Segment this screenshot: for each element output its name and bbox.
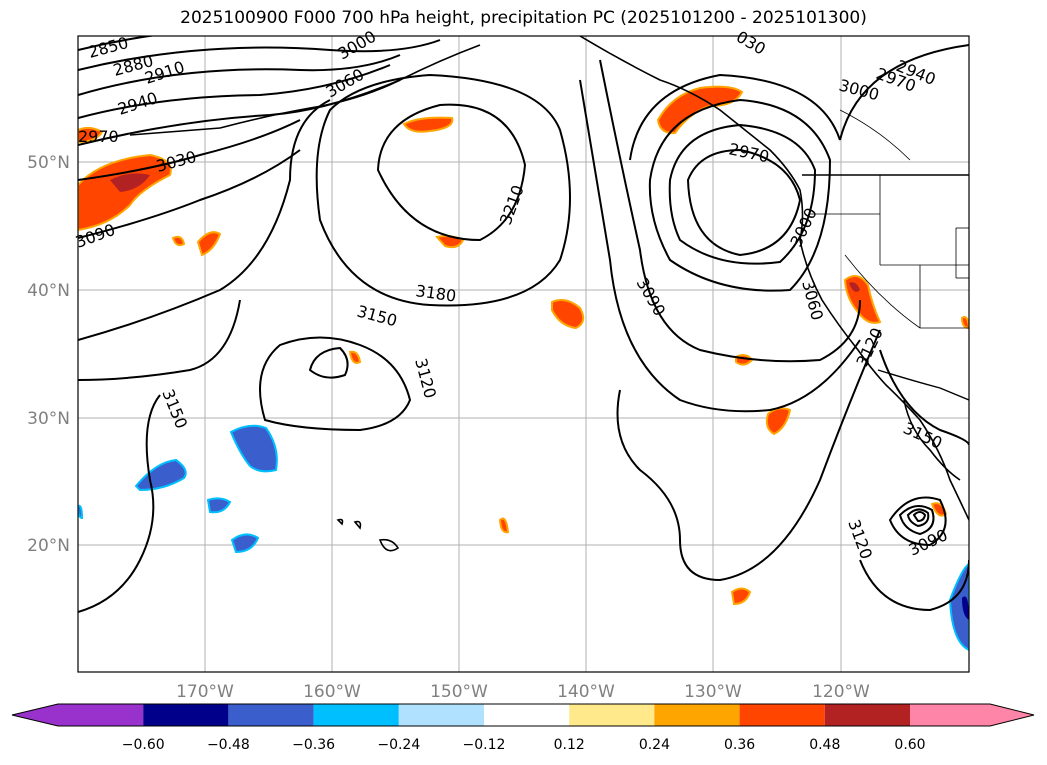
colorbar-segment — [143, 704, 229, 726]
colorbar-segment — [654, 704, 740, 726]
map-area[interactable] — [78, 36, 969, 672]
colorbar-segment — [313, 704, 399, 726]
colorbar-tick-label: 0.60 — [894, 737, 925, 753]
colorbar-segment — [824, 704, 910, 726]
lon-label: 130°W — [684, 682, 742, 702]
lat-label: 50°N — [27, 153, 70, 173]
colorbar-tick-label: 0.12 — [554, 737, 585, 753]
colorbar-tick-label: −0.12 — [463, 737, 506, 753]
colorbar-tick-label: −0.48 — [207, 737, 250, 753]
lon-label: 140°W — [557, 682, 615, 702]
lon-label: 120°W — [812, 682, 870, 702]
state-borders — [810, 109, 969, 329]
colorbar-tick-label: −0.36 — [292, 737, 335, 753]
colorbar-segment — [398, 704, 484, 726]
colorbar-segment — [58, 704, 144, 726]
colorbar-tick-label: −0.60 — [122, 737, 165, 753]
colorbar-right-extend — [910, 704, 1034, 726]
map-title: 2025100900 F000 700 hPa height, precipit… — [180, 8, 867, 28]
colorbar — [11, 703, 1035, 727]
colorbar-segment — [569, 704, 655, 726]
coastlines — [129, 36, 969, 552]
lon-label: 170°W — [176, 682, 234, 702]
map-frame — [77, 35, 970, 673]
height-contours — [78, 36, 969, 613]
lon-label: 160°W — [303, 682, 361, 702]
colorbar-outline — [11, 703, 1035, 727]
colorbar-tick-label: −0.24 — [377, 737, 420, 753]
colorbar-tick-label: 0.36 — [724, 737, 755, 753]
colorbar-tick-labels: −0.60 −0.48 −0.36 −0.24 −0.12 0.12 0.24 … — [122, 737, 926, 753]
lat-label: 20°N — [27, 536, 70, 556]
lat-label: 30°N — [27, 409, 70, 429]
colorbar-segment — [484, 704, 570, 726]
latitude-labels: 50°N 40°N 30°N 20°N — [27, 153, 70, 556]
longitude-labels: 170°W 160°W 150°W 140°W 130°W 120°W — [176, 682, 870, 702]
colorbar-tick-label: 0.48 — [809, 737, 840, 753]
colorbar-tick-label: 0.24 — [639, 737, 670, 753]
colorbar-left-extend — [12, 704, 58, 726]
lon-label: 150°W — [430, 682, 488, 702]
contour-label: 2970 — [78, 127, 119, 146]
lat-label: 40°N — [27, 281, 70, 301]
colorbar-segment — [228, 704, 314, 726]
colorbar-segment — [739, 704, 825, 726]
